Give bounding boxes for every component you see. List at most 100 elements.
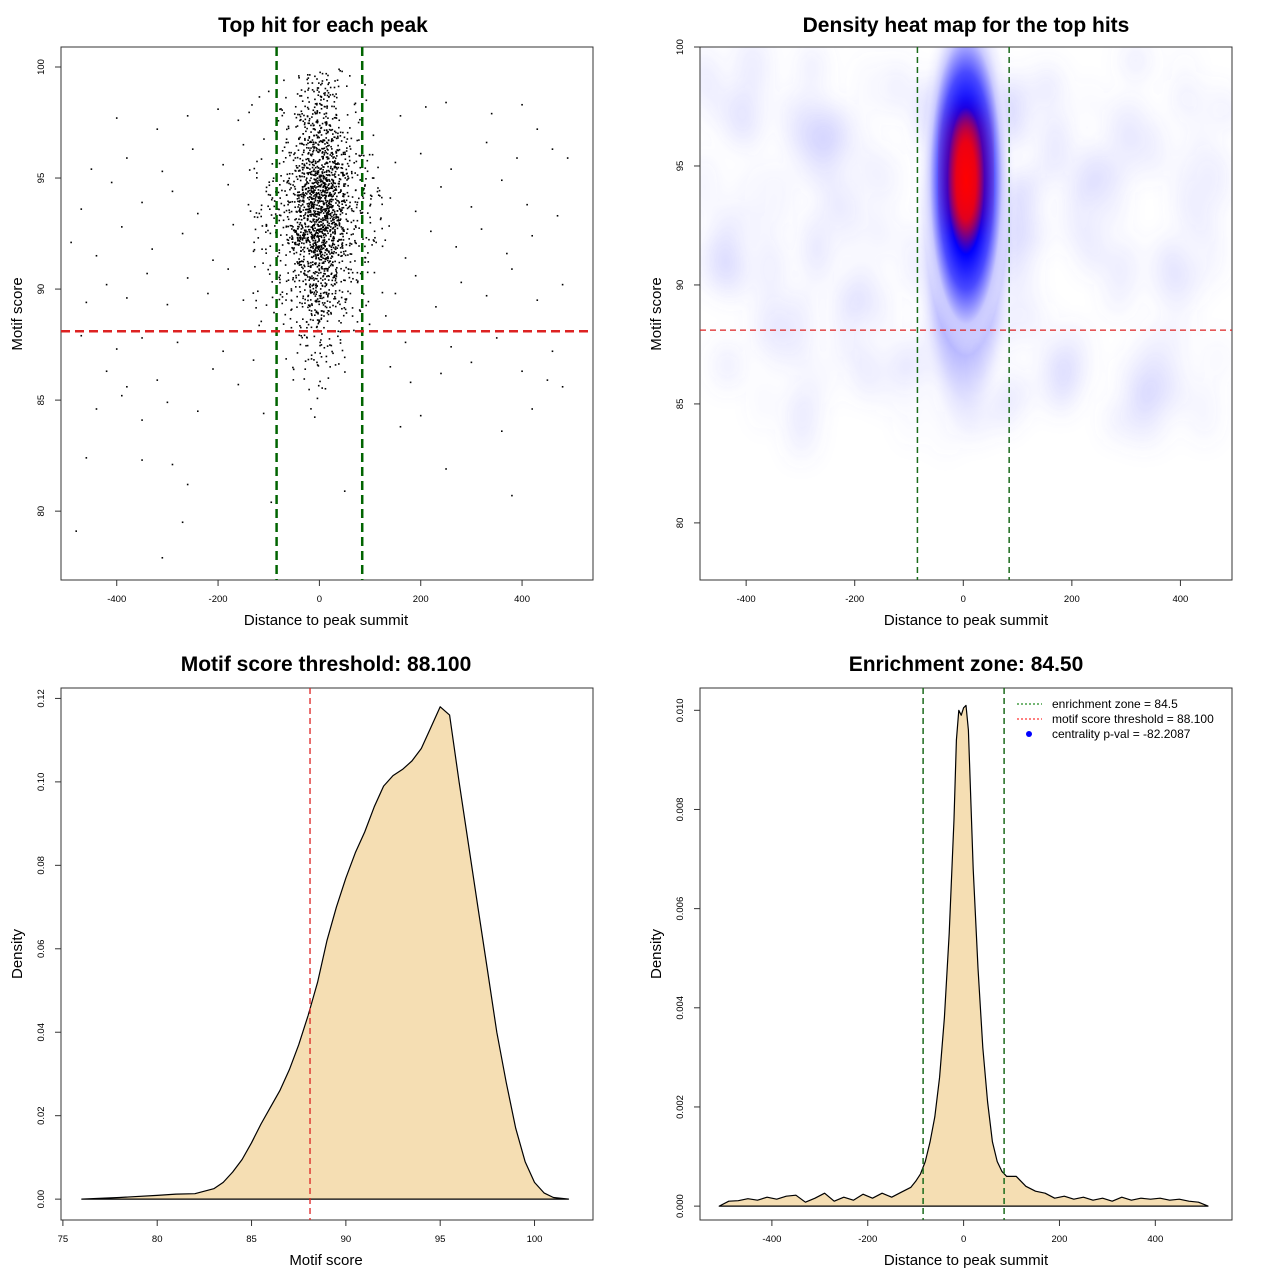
- scatter-point: [345, 141, 348, 144]
- scatter-point: [330, 257, 332, 260]
- scatter-point: [294, 218, 296, 221]
- scatter-point: [343, 193, 345, 196]
- scatter-point: [379, 218, 382, 221]
- scatter-point: [294, 263, 296, 265]
- scatter-point: [305, 193, 308, 195]
- scatter-point: [297, 274, 300, 276]
- scatter-point: [319, 230, 322, 233]
- scatter-point: [335, 213, 338, 216]
- scatter-point: [301, 175, 303, 178]
- scatter-point: [313, 416, 316, 418]
- scatter-point: [308, 207, 311, 210]
- scatter-point: [293, 229, 296, 232]
- heatmap-faint-blob: [1207, 147, 1228, 212]
- scatter-point: [255, 212, 258, 214]
- scatter-point: [337, 253, 340, 256]
- scatter-point: [311, 163, 314, 166]
- scatter-point: [171, 190, 174, 193]
- scatter-point: [265, 225, 268, 227]
- scatter-point: [359, 166, 362, 169]
- scatter-point: [263, 138, 265, 140]
- scatter-point: [307, 295, 309, 298]
- scatter-point: [327, 165, 329, 168]
- scatter-point: [359, 212, 362, 214]
- scatter-point: [315, 286, 317, 289]
- scatter-point: [375, 241, 377, 244]
- scatter-point: [332, 153, 334, 156]
- scatter-point: [290, 309, 292, 311]
- scatter-point: [268, 273, 271, 275]
- scatter-point: [330, 140, 333, 143]
- scatter-point: [306, 78, 308, 81]
- scatter-point: [296, 306, 298, 308]
- scatter-point: [311, 139, 314, 141]
- scatter-point: [372, 239, 375, 241]
- scatter-point: [298, 223, 301, 226]
- scatter-point: [299, 253, 302, 256]
- scatter-point: [317, 197, 320, 200]
- scatter-point: [315, 194, 318, 197]
- scatter-point: [339, 330, 342, 333]
- scatter-point: [285, 96, 287, 99]
- scatter-point: [325, 178, 327, 181]
- scatter-point: [300, 263, 303, 266]
- scatter-point: [339, 342, 342, 344]
- scatter-point: [301, 172, 304, 174]
- scatter-point: [354, 102, 357, 105]
- scatter-point: [326, 215, 329, 217]
- scatter-point: [359, 272, 362, 275]
- scatter-point: [315, 246, 317, 249]
- scatter-point: [282, 219, 285, 222]
- scatter-point: [311, 198, 313, 200]
- heatmap-reference-lines: [700, 47, 1232, 580]
- scatter-point: [341, 349, 344, 352]
- scatter-point: [322, 185, 325, 188]
- scatter-point: [324, 251, 326, 254]
- scatter-point: [328, 222, 330, 225]
- scatter-point: [307, 159, 310, 162]
- scatter-point: [330, 152, 333, 154]
- scatter-point: [308, 147, 310, 149]
- scatter-point: [316, 161, 319, 163]
- scatter-point: [312, 243, 314, 245]
- scatter-point: [314, 270, 317, 273]
- scatter-point: [373, 271, 376, 274]
- scatter-point: [292, 270, 295, 273]
- scatter-point: [356, 203, 358, 206]
- scatter-point: [286, 216, 289, 218]
- scatter-point: [248, 111, 250, 114]
- scatter-point: [319, 341, 321, 344]
- scatter-point: [304, 237, 306, 239]
- scatter-point: [322, 261, 325, 263]
- scatter-point: [290, 151, 292, 154]
- scatter-point: [307, 187, 310, 190]
- scatter-point: [330, 272, 333, 275]
- scatter-point: [317, 151, 319, 153]
- scatter-point: [328, 213, 331, 215]
- scatter-point: [339, 219, 341, 222]
- scatter-point: [317, 253, 319, 256]
- scatter-point: [320, 235, 323, 237]
- scatter-point: [299, 326, 302, 329]
- scatter-point: [367, 261, 370, 263]
- scatter-point: [227, 183, 229, 186]
- heatmap-faint-blob: [806, 47, 821, 85]
- scatter-y-tick-label: 80: [36, 506, 47, 517]
- scatter-point: [326, 174, 329, 177]
- scatter-point: [339, 303, 341, 306]
- scatter-point: [304, 194, 306, 197]
- scatter-point: [304, 278, 307, 281]
- scatter-point: [322, 202, 325, 205]
- scatter-point: [303, 234, 306, 237]
- scatter-point: [248, 169, 251, 171]
- scatter-point: [326, 189, 329, 191]
- scatter-point: [317, 236, 320, 238]
- scatter-point: [320, 248, 322, 250]
- scatter-point: [315, 142, 317, 144]
- scatter-point: [320, 103, 322, 106]
- scatter-point: [317, 300, 319, 303]
- scatter-point: [312, 246, 314, 248]
- scatter-point: [328, 289, 330, 291]
- scatter-point: [303, 378, 306, 380]
- scatter-point: [354, 239, 356, 242]
